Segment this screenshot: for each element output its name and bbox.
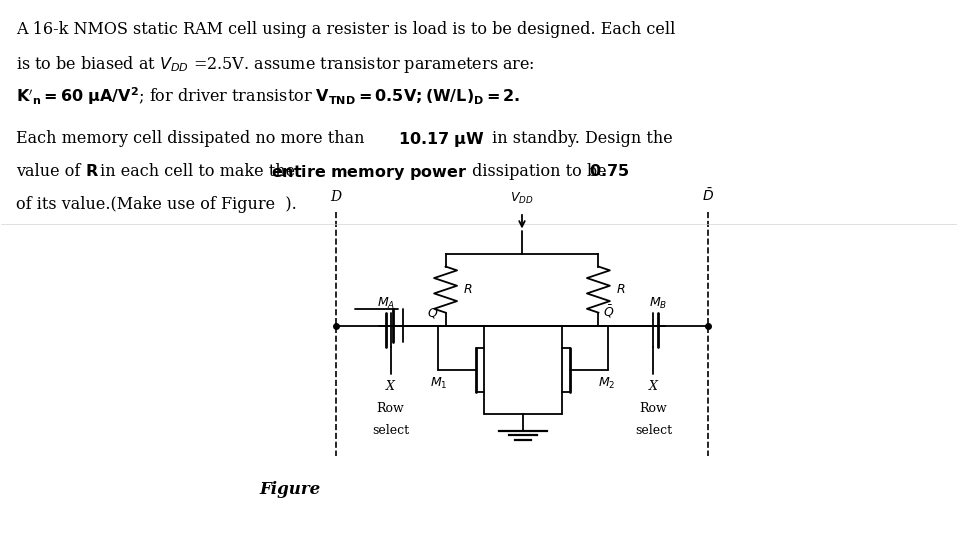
Text: Row: Row bbox=[376, 402, 404, 415]
Text: Row: Row bbox=[639, 402, 667, 415]
Text: $\mathbf{R}$: $\mathbf{R}$ bbox=[85, 163, 100, 180]
Text: in each cell to make the: in each cell to make the bbox=[95, 163, 300, 180]
Text: $\mathbf{K'_n}$$\mathbf{=60\ \mu A/V^2}$; for driver transistor $\mathbf{V_{TND}: $\mathbf{K'_n}$$\mathbf{=60\ \mu A/V^2}$… bbox=[15, 86, 520, 108]
Text: $\bar{Q}$: $\bar{Q}$ bbox=[604, 304, 614, 320]
Text: D: D bbox=[331, 190, 341, 204]
Text: dissipation to be: dissipation to be bbox=[467, 163, 611, 180]
Text: $V_{DD}$: $V_{DD}$ bbox=[511, 192, 534, 207]
Text: $\mathbf{entire\ memory\ power}$: $\mathbf{entire\ memory\ power}$ bbox=[271, 163, 467, 182]
Text: select: select bbox=[635, 424, 672, 437]
Text: value of: value of bbox=[15, 163, 85, 180]
Text: in standby. Design the: in standby. Design the bbox=[487, 130, 673, 147]
Text: is to be biased at $V_{DD}$ =2.5V. assume transistor parameters are:: is to be biased at $V_{DD}$ =2.5V. assum… bbox=[15, 54, 535, 75]
Text: X: X bbox=[386, 380, 395, 393]
Text: $R$: $R$ bbox=[463, 283, 472, 296]
Text: $M_A$: $M_A$ bbox=[376, 296, 395, 311]
Text: $M_2$: $M_2$ bbox=[599, 375, 616, 390]
Text: $\mathbf{0.75}$: $\mathbf{0.75}$ bbox=[589, 163, 629, 180]
Text: $M_B$: $M_B$ bbox=[649, 296, 667, 311]
Text: $\bar{D}$: $\bar{D}$ bbox=[702, 187, 715, 204]
Text: X: X bbox=[649, 380, 658, 393]
Text: $R$: $R$ bbox=[616, 283, 626, 296]
Text: of its value.(Make use of Figure  ).: of its value.(Make use of Figure ). bbox=[15, 197, 296, 213]
Text: $\mathbf{10.17\ \mu W}$: $\mathbf{10.17\ \mu W}$ bbox=[398, 130, 485, 149]
Text: Figure: Figure bbox=[260, 481, 321, 498]
Text: Each memory cell dissipated no more than: Each memory cell dissipated no more than bbox=[15, 130, 370, 147]
Text: $Q$: $Q$ bbox=[426, 306, 438, 320]
Text: select: select bbox=[372, 424, 409, 437]
Text: A 16-k NMOS static RAM cell using a resister is load is to be designed. Each cel: A 16-k NMOS static RAM cell using a resi… bbox=[15, 21, 675, 38]
Text: $M_1$: $M_1$ bbox=[430, 375, 447, 390]
